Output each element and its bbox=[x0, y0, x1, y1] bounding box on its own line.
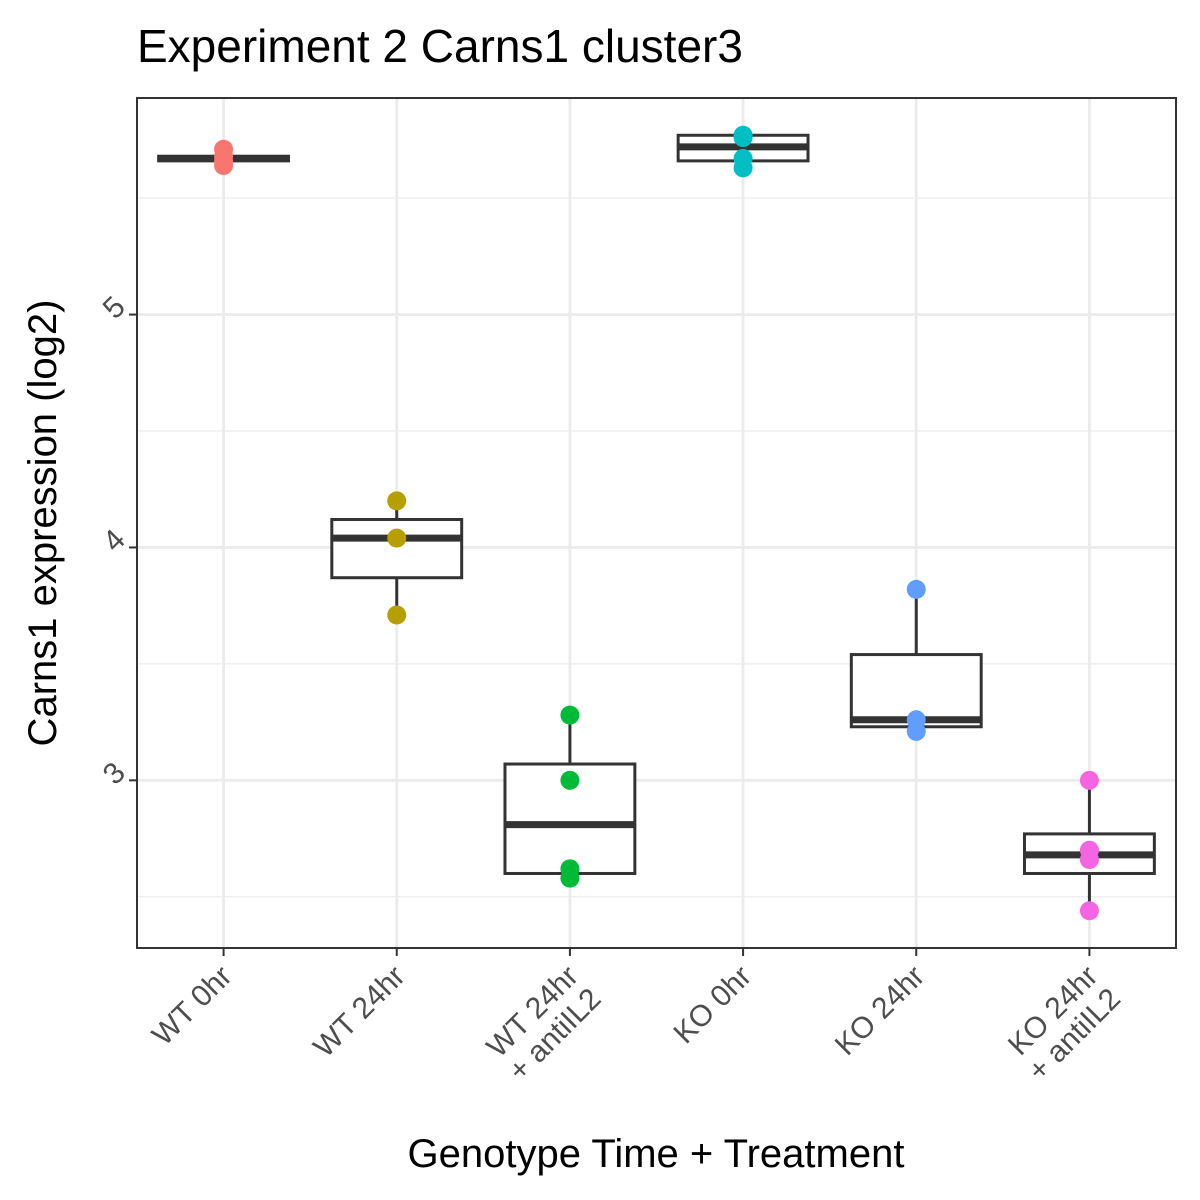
box-iqr bbox=[330, 518, 464, 580]
data-point bbox=[387, 605, 407, 625]
x-axis-title: Genotype Time + Treatment bbox=[408, 1132, 905, 1176]
panel-background bbox=[137, 98, 1176, 948]
chart-title: Experiment 2 Carns1 cluster3 bbox=[137, 20, 743, 72]
data-point bbox=[1079, 901, 1099, 921]
data-point bbox=[906, 721, 926, 741]
data-point bbox=[387, 491, 407, 511]
panel-border bbox=[136, 97, 1177, 949]
data-point bbox=[560, 868, 580, 888]
y-axis-title: Carns1 expression (log2) bbox=[21, 300, 65, 747]
data-point bbox=[387, 528, 407, 548]
data-point bbox=[733, 128, 753, 148]
data-point bbox=[733, 158, 753, 178]
data-point bbox=[560, 705, 580, 725]
data-point bbox=[560, 770, 580, 790]
data-point bbox=[214, 139, 234, 159]
point-layer bbox=[214, 125, 1099, 921]
data-point bbox=[1079, 770, 1099, 790]
data-point bbox=[906, 579, 926, 599]
data-point bbox=[1079, 850, 1099, 870]
grid-layer bbox=[137, 98, 1176, 948]
